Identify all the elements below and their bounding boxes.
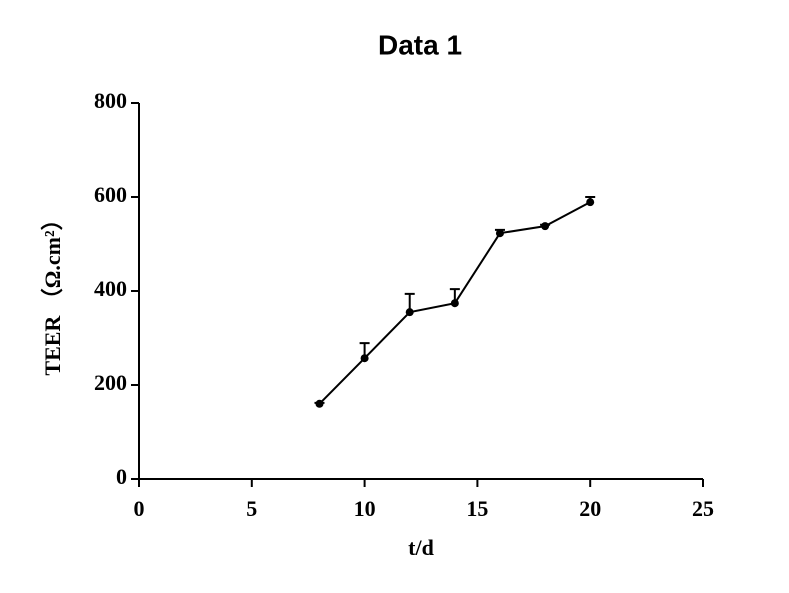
y-tick-label: 0 <box>116 464 127 489</box>
y-tick-label: 800 <box>94 88 127 113</box>
x-tick-label: 0 <box>134 496 145 521</box>
x-axis-label: t/d <box>408 535 434 560</box>
data-point <box>541 222 550 231</box>
x-tick-label: 20 <box>579 496 601 521</box>
y-tick-label: 400 <box>94 276 127 301</box>
y-tick-label: 600 <box>94 182 127 207</box>
x-tick-label: 10 <box>354 496 376 521</box>
x-tick-label: 5 <box>246 496 257 521</box>
data-point <box>405 308 414 317</box>
x-tick-label: 15 <box>466 496 488 521</box>
x-tick-label: 25 <box>692 496 714 521</box>
chart-title: Data 1 <box>378 29 462 60</box>
data-point <box>450 299 459 308</box>
data-point <box>315 399 324 408</box>
y-axis-label: TEER （Ω.cm²） <box>40 208 65 375</box>
data-point <box>586 198 595 207</box>
data-point <box>495 229 504 238</box>
data-point <box>360 354 369 363</box>
y-tick-label: 200 <box>94 370 127 395</box>
